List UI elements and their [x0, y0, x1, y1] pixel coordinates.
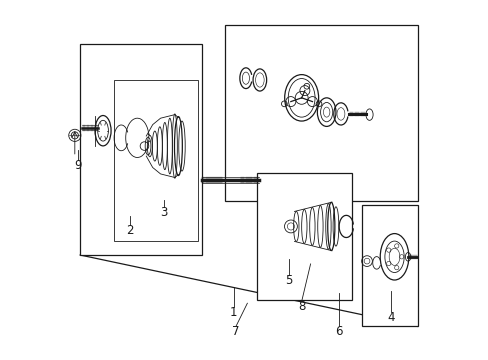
Polygon shape: [224, 24, 417, 202]
Text: 4: 4: [386, 311, 394, 324]
Text: 2: 2: [126, 224, 134, 237]
Text: 1: 1: [229, 306, 237, 319]
Text: 8: 8: [297, 300, 305, 313]
Text: 5: 5: [285, 274, 292, 287]
Text: 7: 7: [232, 325, 239, 338]
Text: 9: 9: [74, 159, 81, 172]
Polygon shape: [257, 173, 351, 300]
Polygon shape: [80, 44, 201, 255]
Polygon shape: [114, 80, 198, 241]
Text: 6: 6: [335, 325, 342, 338]
Polygon shape: [362, 205, 417, 327]
Text: 3: 3: [160, 206, 167, 219]
